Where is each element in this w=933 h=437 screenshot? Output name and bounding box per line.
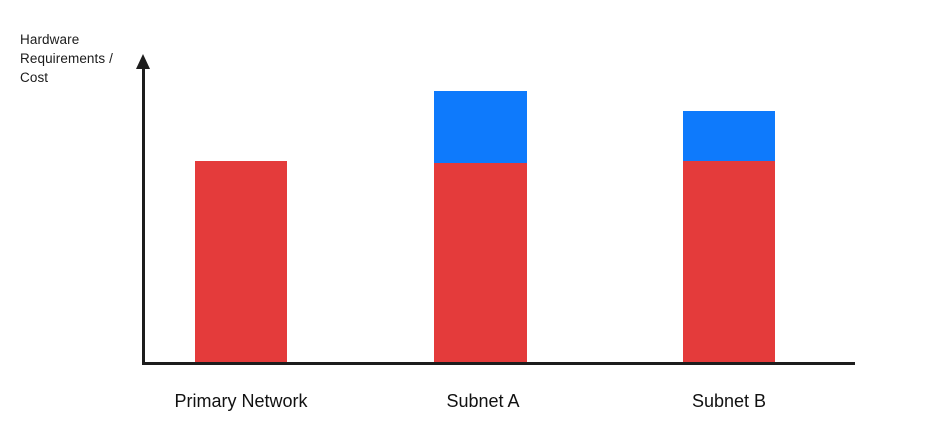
y-axis-label: Hardware Requirements / Cost <box>20 32 113 85</box>
bar-segment-blue <box>683 111 775 161</box>
bar-subnet-b <box>683 111 775 364</box>
y-axis-line <box>142 66 145 365</box>
category-label-primary-network: Primary Network <box>174 390 308 411</box>
bar-segment-red <box>434 162 527 364</box>
bar-segment-blue <box>434 91 527 163</box>
category-label-subnet-b: Subnet B <box>691 390 767 411</box>
bar-segment-red <box>195 161 287 364</box>
category-label-subnet-a: Subnet A <box>446 390 520 411</box>
bar-segment-red <box>683 161 775 364</box>
x-axis-line <box>142 362 855 365</box>
y-axis-arrowhead-icon <box>136 54 150 69</box>
bar-primary-network <box>195 161 287 364</box>
bar-subnet-a <box>434 91 527 364</box>
